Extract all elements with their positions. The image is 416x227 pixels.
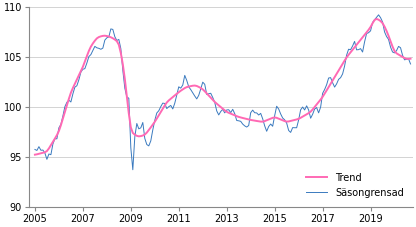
Line: Säsongrensad: Säsongrensad [35,15,411,170]
Legend: Trend, Säsongrensad: Trend, Säsongrensad [306,173,404,198]
Säsongrensad [130,168,135,171]
Säsongrensad [330,81,335,84]
Trend [408,57,413,60]
Trend [106,35,111,38]
Trend [32,153,37,156]
Säsongrensad [176,85,181,88]
Säsongrensad [32,148,37,151]
Säsongrensad [408,63,413,65]
Trend [314,103,319,106]
Trend [174,92,179,95]
Säsongrensad [316,111,321,114]
Säsongrensad [106,35,111,38]
Line: Trend: Trend [35,19,411,155]
Trend [374,17,379,20]
Säsongrensad [92,45,97,48]
Trend [328,82,333,85]
Trend [280,119,285,122]
Säsongrensad [376,13,381,16]
Trend [92,39,97,42]
Säsongrensad [282,118,287,121]
